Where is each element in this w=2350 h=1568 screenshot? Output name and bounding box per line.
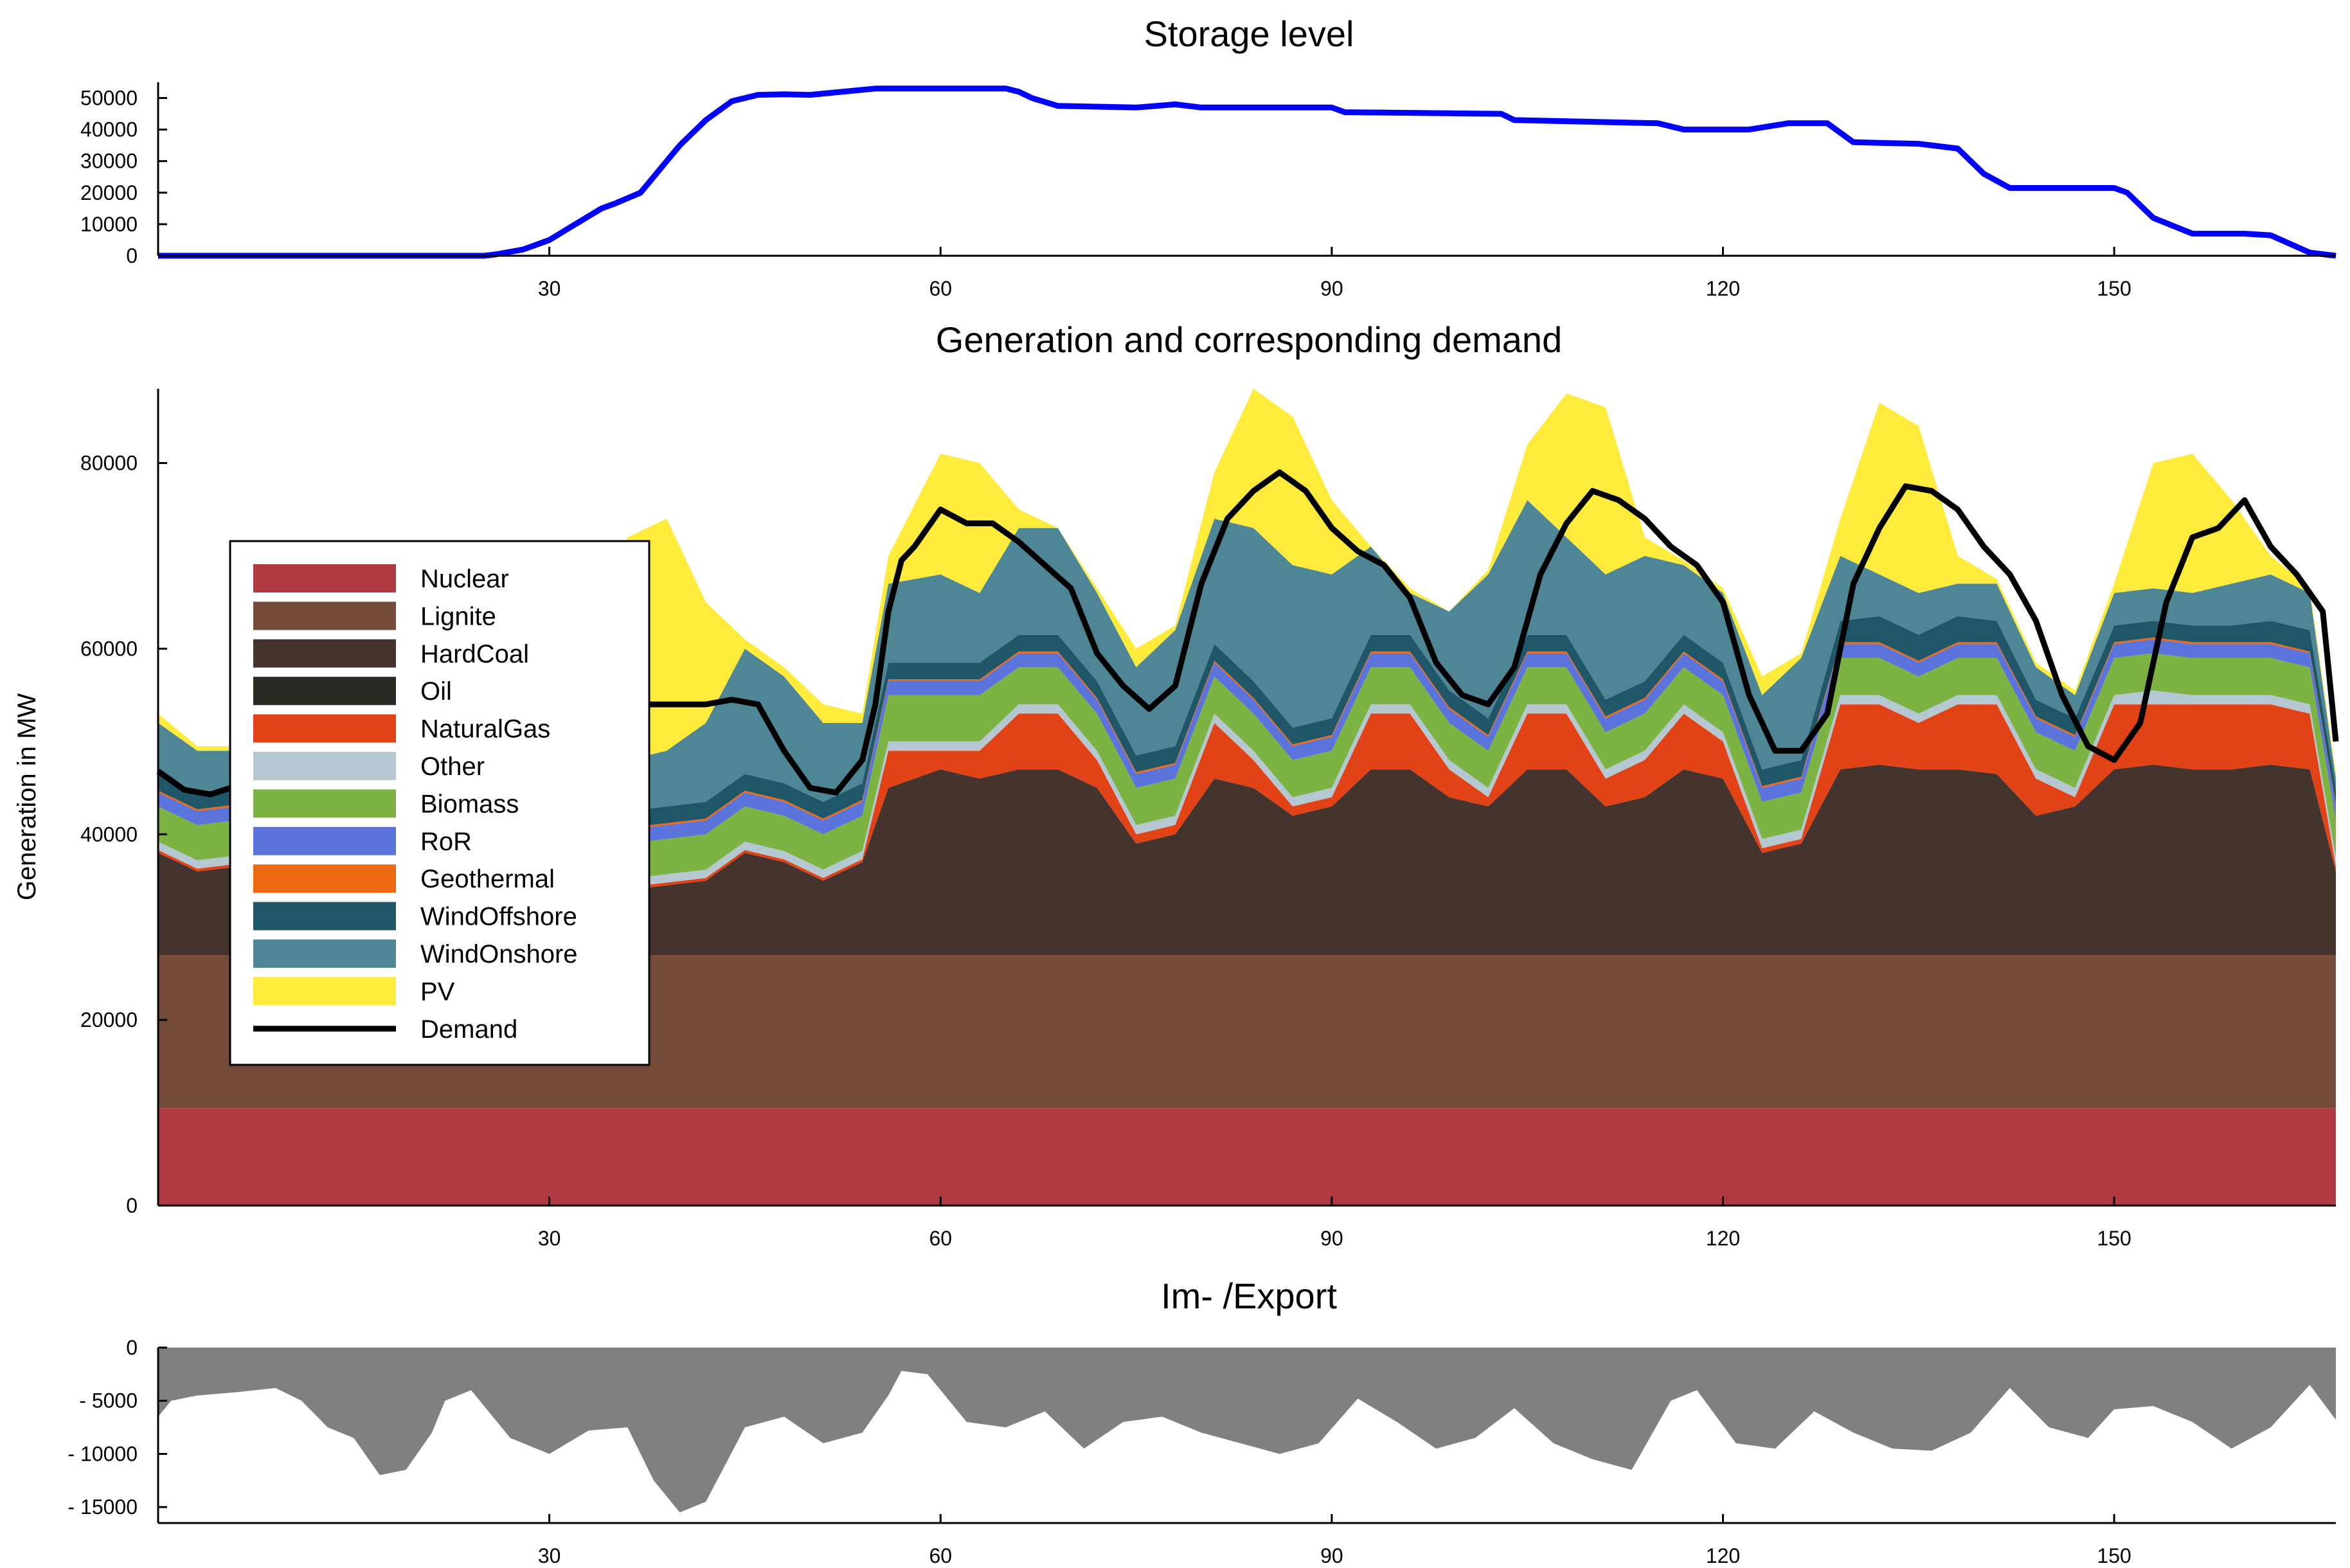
legend-label-pv: PV <box>420 977 455 1006</box>
storage-x-tick-label: 120 <box>1706 277 1740 300</box>
legend: Nuclear Lignite HardCoal Oil NaturalGas Other… <box>229 540 650 1066</box>
legend-swatch-other <box>253 752 396 780</box>
im-export-x-tick-label: 150 <box>2097 1544 2131 1567</box>
area-lignite <box>158 955 2336 1109</box>
im-export-y-tick-label: - 15000 <box>67 1495 138 1519</box>
legend-swatch-windonshore <box>253 940 396 968</box>
im-export-y-tick-label: - 10000 <box>67 1442 138 1465</box>
im-export-x-tick-label: 60 <box>929 1544 952 1567</box>
legend-label-oil: Oil <box>420 677 452 706</box>
legend-item-pv: PV <box>253 977 455 1006</box>
legend-item-lignite: Lignite <box>253 601 496 630</box>
generation-x-tick-label: 120 <box>1706 1227 1740 1250</box>
legend-label-geothermal: Geothermal <box>420 865 555 893</box>
legend-swatch-naturalgas <box>253 714 396 743</box>
legend-item-other: Other <box>253 752 485 781</box>
area-nuclear <box>158 1108 2336 1206</box>
legend-swatch-windoffshore <box>253 902 396 931</box>
im-export-x-tick-label: 90 <box>1320 1544 1343 1567</box>
legend-item-geothermal: Geothermal <box>253 864 555 893</box>
legend-item-hardcoal: HardCoal <box>253 639 529 668</box>
legend-label-other: Other <box>420 753 485 781</box>
generation-y-tick-label: 20000 <box>80 1008 138 1031</box>
legend-swatch-lignite <box>253 601 396 630</box>
area-biomass <box>158 653 2336 888</box>
generation-y-tick-label: 60000 <box>80 637 138 660</box>
legend-swatch-ror <box>253 826 396 855</box>
legend-item-oil: Oil <box>253 677 452 706</box>
storage-level-line <box>158 85 2337 259</box>
generation-y-tick-label: 40000 <box>80 823 138 846</box>
storage-y-tick-label: 30000 <box>80 150 138 173</box>
legend-swatch-hardcoal <box>253 639 396 668</box>
storage-y-tick-label: 50000 <box>80 87 138 110</box>
legend-item-windoffshore: WindOffshore <box>253 902 577 931</box>
im-export-x-tick-label: 30 <box>538 1544 561 1567</box>
legend-label-hardcoal: HardCoal <box>420 640 529 668</box>
im-export-y-tick-label: - 5000 <box>79 1389 138 1412</box>
storage-y-tick-label: 10000 <box>80 213 138 236</box>
storage-level-plot <box>158 85 2337 259</box>
legend-swatch-pv <box>253 977 396 1006</box>
generation-x-tick-label: 30 <box>538 1227 561 1250</box>
legend-item-nuclear: Nuclear <box>253 564 509 593</box>
generation-y-tick-label: 80000 <box>80 452 138 475</box>
legend-swatch-nuclear <box>253 564 396 592</box>
storage-x-tick-label: 150 <box>2097 277 2131 300</box>
legend-item-biomass: Biomass <box>253 789 519 818</box>
generation-x-tick-label: 90 <box>1320 1227 1343 1250</box>
generation-x-tick-label: 60 <box>929 1227 952 1250</box>
storage-y-tick-label: 20000 <box>80 181 138 204</box>
im-export-area <box>158 1348 2336 1513</box>
generation-y-tick-label: 0 <box>126 1194 138 1217</box>
legend-label-lignite: Lignite <box>420 602 496 630</box>
legend-item-demand: Demand <box>253 1015 517 1044</box>
area-pv <box>158 389 2336 779</box>
storage-x-tick-label: 30 <box>538 277 561 300</box>
legend-swatch-geothermal <box>253 864 396 893</box>
im-export-y-tick-label: 0 <box>126 1336 138 1359</box>
generation-y-axis-label: Generation in MW <box>13 693 41 901</box>
legend-label-demand: Demand <box>420 1015 517 1044</box>
storage-y-tick-label: 0 <box>126 244 138 267</box>
storage-x-tick-label: 60 <box>929 277 952 300</box>
im-export-title: Im- /Export <box>1161 1276 1337 1316</box>
legend-label-biomass: Biomass <box>420 790 519 818</box>
legend-label-nuclear: Nuclear <box>420 565 509 593</box>
legend-item-windonshore: WindOnshore <box>253 940 578 968</box>
legend-item-naturalgas: NaturalGas <box>253 714 550 744</box>
legend-label-ror: RoR <box>420 828 472 856</box>
storage-level-title: Storage level <box>1144 13 1354 54</box>
area-hardcoal <box>158 764 2336 955</box>
storage-y-tick-label: 40000 <box>80 118 138 141</box>
legend-swatch-oil <box>253 677 396 706</box>
im-export-panel: Im- /Export 0 - 5000 - 10000 - 15000 30 60 90 1… <box>67 1276 2336 1567</box>
area-windonshore <box>158 500 2336 821</box>
legend-label-windoffshore: WindOffshore <box>420 903 577 931</box>
generation-x-tick-label: 150 <box>2097 1227 2131 1250</box>
im-export-x-tick-label: 120 <box>1706 1544 1740 1567</box>
storage-level-panel: Storage level 0 10000 20000 30000 40000 50000… <box>80 13 2337 300</box>
generation-panel: Generation and corresponding demand 0 200… <box>13 319 2339 1250</box>
legend-swatch-biomass <box>253 789 396 818</box>
storage-level-axes: 0 10000 20000 30000 40000 50000 30 60 90 120 150 <box>80 82 2336 300</box>
im-export-axes: 0 - 5000 - 10000 - 15000 30 60 90 120 150 <box>67 1336 2336 1567</box>
im-export-plot <box>158 1348 2336 1513</box>
legend-label-naturalgas: NaturalGas <box>420 715 550 744</box>
generation-axes: 0 20000 40000 60000 80000 30 60 90 120 150 <box>80 389 2336 1250</box>
legend-label-windonshore: WindOnshore <box>420 940 578 968</box>
storage-x-tick-label: 90 <box>1320 277 1343 300</box>
generation-title: Generation and corresponding demand <box>936 319 1562 360</box>
legend-item-ror: RoR <box>253 826 472 856</box>
